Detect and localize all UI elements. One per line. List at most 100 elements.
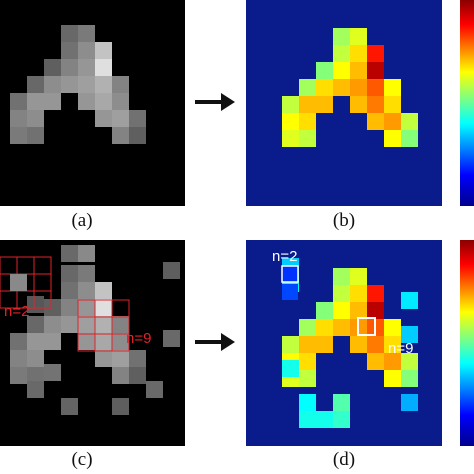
heat-cell (350, 285, 367, 302)
heat-cell (367, 96, 384, 113)
pixel-cell (10, 110, 27, 127)
heat-cell (299, 130, 316, 147)
heat-cell (333, 28, 350, 45)
heat-cell (299, 79, 316, 96)
pixel-cell (129, 127, 146, 144)
heat-cell (333, 285, 350, 302)
pixel-cell (112, 93, 129, 110)
pixel-cell (78, 282, 95, 299)
heat-cell (333, 319, 350, 336)
heat-cell (299, 370, 316, 387)
pixel-cell (27, 110, 44, 127)
pixel-cell (95, 42, 112, 59)
colorbar-bottom (460, 240, 474, 446)
arrow-right-icon (195, 333, 235, 351)
heat-cell (367, 302, 384, 319)
noise-cell (401, 394, 418, 411)
caption-c: (c) (71, 449, 93, 470)
colorbar-top (460, 0, 474, 206)
panel-c-grayscale-windows (0, 240, 185, 446)
pixel-cell (27, 350, 44, 367)
heat-cell (316, 79, 333, 96)
pixel-cell (129, 367, 146, 384)
pixel-cell (129, 110, 146, 127)
pixel-cell (78, 299, 95, 316)
heat-cell (350, 336, 367, 353)
pixel-cell (44, 299, 61, 316)
pixel-cell (61, 42, 78, 59)
heat-cell (367, 62, 384, 79)
pixel-cell (112, 367, 129, 384)
heat-cell (316, 319, 333, 336)
window-d-n2-b (282, 284, 298, 300)
pixel-cell (27, 316, 44, 333)
heat-cell (316, 336, 333, 353)
pixel-cell (78, 42, 95, 59)
pixel-cell (112, 76, 129, 93)
heat-cell (299, 353, 316, 370)
heat-cell (282, 113, 299, 130)
pixel-cell (10, 127, 27, 144)
pixel-cell (10, 93, 27, 110)
window-d-n2-a (281, 265, 299, 283)
pixel-cell (27, 333, 44, 350)
pixel-cell (112, 127, 129, 144)
heat-cell (299, 113, 316, 130)
pixel-cell (61, 299, 78, 316)
pixel-cell (95, 350, 112, 367)
heat-cell (384, 79, 401, 96)
pixel-cell (61, 76, 78, 93)
noise-pixel (44, 364, 61, 381)
heat-cell (384, 130, 401, 147)
heat-cell (367, 79, 384, 96)
noise-cell (299, 411, 316, 428)
heat-cell (299, 336, 316, 353)
pixel-cell (61, 265, 78, 282)
noise-pixel (61, 245, 78, 262)
pixel-cell (44, 59, 61, 76)
pixel-cell (78, 316, 95, 333)
heat-cell (384, 336, 401, 353)
pixel-cell (129, 350, 146, 367)
pixel-cell (61, 316, 78, 333)
noise-cell (401, 326, 418, 343)
pixel-cell (78, 59, 95, 76)
pixel-cell (44, 333, 61, 350)
heat-cell (350, 28, 367, 45)
noise-cell (299, 394, 316, 411)
noise-cell (333, 411, 350, 428)
heat-cell (316, 96, 333, 113)
pixel-cell (78, 333, 95, 350)
heat-cell (333, 45, 350, 62)
pixel-cell (61, 59, 78, 76)
pixel-cell (10, 333, 27, 350)
pixel-cell (95, 59, 112, 76)
heat-cell (350, 45, 367, 62)
panel-b-heatmap (246, 0, 442, 206)
noise-cell (282, 360, 299, 377)
heat-cell (282, 336, 299, 353)
heat-cell (367, 285, 384, 302)
heat-cell (316, 62, 333, 79)
heat-cell (384, 353, 401, 370)
heat-cell (350, 79, 367, 96)
noise-pixel (61, 398, 78, 415)
heat-cell (333, 62, 350, 79)
heat-cell (333, 79, 350, 96)
heat-cell (333, 268, 350, 285)
pixel-cell (95, 333, 112, 350)
caption-a: (a) (71, 210, 93, 231)
caption-d: (d) (332, 449, 356, 470)
arrow-right-icon (195, 93, 235, 111)
annotation-d-n2: n=2 (272, 248, 298, 265)
pixel-cell (112, 110, 129, 127)
pixel-cell (112, 333, 129, 350)
pixel-cell (27, 93, 44, 110)
heat-cell (350, 96, 367, 113)
noise-cell (333, 394, 350, 411)
pixel-cell (10, 367, 27, 384)
noise-pixel (163, 262, 180, 279)
heat-cell (367, 45, 384, 62)
pixel-cell (78, 265, 95, 282)
heat-cell (367, 113, 384, 130)
